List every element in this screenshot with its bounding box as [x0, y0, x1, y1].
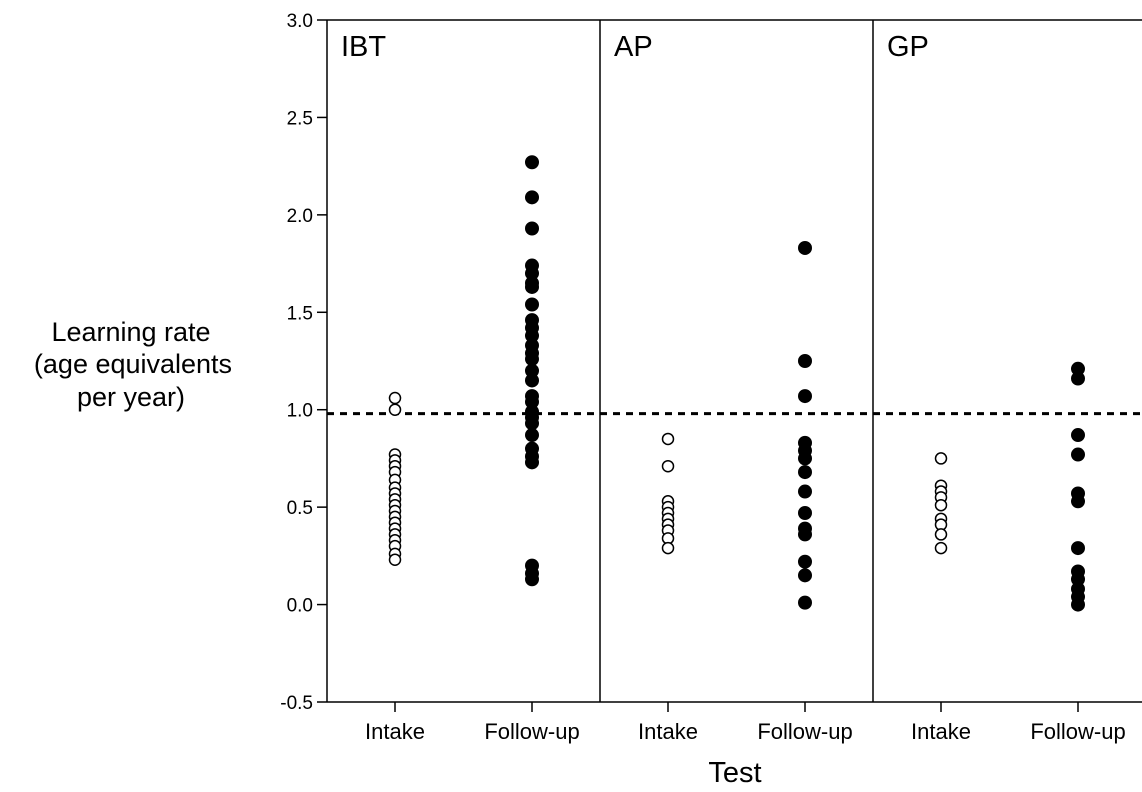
data-point-open: [388, 403, 402, 416]
y-tick-label: 1.5: [287, 303, 313, 324]
data-point-filled: [525, 572, 539, 587]
y-tick-label: 0.5: [287, 498, 313, 519]
y-tick-label: 1.0: [287, 401, 313, 422]
data-marks: [388, 155, 1085, 612]
data-point-open: [661, 459, 675, 473]
y-axis-label: Learning rate (age equivalents per year): [34, 317, 232, 412]
data-point-filled: [798, 354, 812, 368]
data-point-open: [661, 541, 675, 555]
y-axis-label-line-3: per year): [77, 382, 185, 412]
data-point-filled: [798, 527, 812, 542]
y-tick-label: 0.0: [287, 596, 313, 617]
x-tick-label: Follow-up: [757, 719, 852, 744]
data-point-filled: [1071, 597, 1085, 612]
x-tick-label: Follow-up: [1030, 719, 1125, 744]
x-tick-label: Intake: [638, 719, 698, 744]
panel-title: IBT: [341, 31, 386, 63]
y-axis-label-line-2: (age equivalents: [34, 349, 232, 379]
y-tick-label: 2.5: [287, 108, 313, 129]
data-point-filled: [798, 568, 812, 583]
data-point-filled: [525, 373, 539, 388]
x-tick-label: Intake: [365, 719, 425, 744]
data-point-filled: [525, 279, 539, 294]
y-tick-label: 2.0: [287, 206, 313, 227]
y-tick-label: 3.0: [287, 11, 313, 32]
data-point-open: [934, 498, 948, 512]
data-point-filled: [525, 428, 539, 443]
data-point-open: [934, 528, 948, 541]
data-point-filled: [798, 465, 812, 480]
x-tick-label: Follow-up: [484, 719, 579, 744]
data-point-filled: [1071, 447, 1085, 462]
data-point-open: [661, 432, 675, 446]
data-point-filled: [525, 352, 539, 367]
data-point-open: [388, 553, 402, 567]
x-tick-label: Intake: [911, 719, 971, 744]
data-point-filled: [1071, 494, 1085, 509]
data-point-open: [388, 391, 402, 405]
data-point-filled: [1071, 428, 1085, 443]
data-point-open: [934, 541, 948, 555]
y-axis-label-line-1: Learning rate: [51, 317, 210, 347]
axes: 3.0 2.5 2.0 1.5 1.0 0.5 0.0 -0.5 IBT Intake Follow…: [280, 11, 1142, 744]
data-point-filled: [525, 221, 539, 236]
data-point-filled: [798, 240, 812, 255]
y-tick-label: -0.5: [280, 693, 313, 714]
data-point-filled: [1071, 541, 1085, 556]
data-point-filled: [798, 595, 812, 610]
data-point-filled: [798, 505, 812, 520]
panel-title: GP: [887, 31, 929, 63]
panel-title: AP: [614, 31, 653, 63]
x-axis-label: Test: [708, 757, 761, 789]
data-point-filled: [798, 484, 812, 499]
data-point-filled: [525, 190, 539, 205]
data-point-filled: [798, 554, 812, 569]
data-point-filled: [1071, 371, 1085, 386]
data-point-open: [934, 452, 948, 465]
data-point-filled: [525, 455, 539, 470]
data-point-filled: [525, 297, 539, 312]
data-point-filled: [798, 451, 812, 466]
data-point-filled: [525, 155, 539, 170]
data-point-filled: [525, 416, 539, 431]
data-point-filled: [798, 389, 812, 404]
